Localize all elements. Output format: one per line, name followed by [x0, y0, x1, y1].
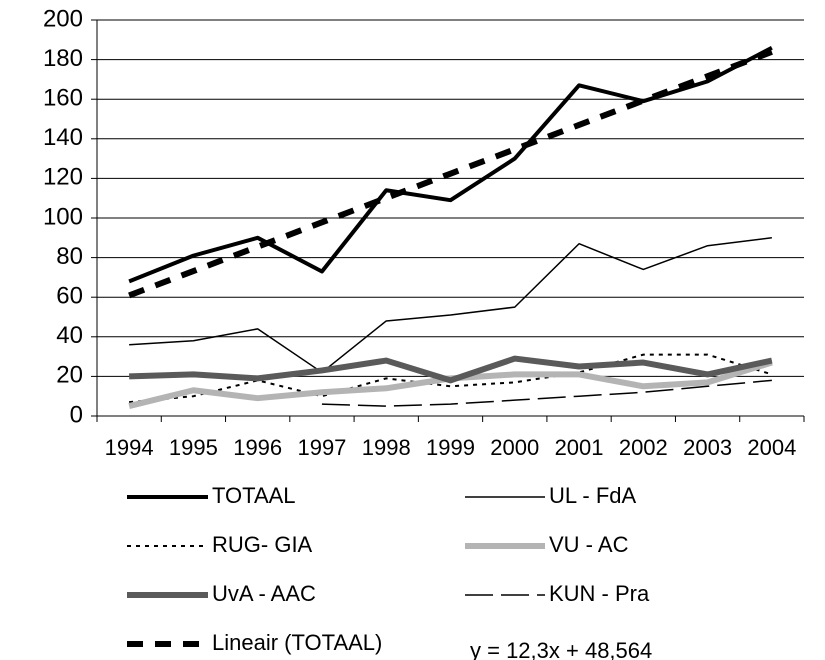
y-tick-label: 80	[56, 243, 83, 270]
y-tick-label: 120	[43, 164, 83, 191]
x-tick-label: 2004	[747, 435, 796, 460]
series-line	[128, 45, 773, 284]
legend-label: KUN - Pra	[549, 581, 650, 606]
y-tick-label: 20	[56, 362, 83, 389]
series-line	[129, 353, 773, 404]
y-tick-label: 60	[56, 283, 83, 310]
legend-label: Lineair (TOTAAL)	[212, 630, 382, 655]
x-tick-label: 1996	[233, 435, 282, 460]
y-tick-label: 100	[43, 203, 83, 230]
x-tick-label: 2000	[490, 435, 539, 460]
x-tick-label: 2001	[555, 435, 604, 460]
series-line	[321, 379, 772, 407]
x-tick-label: 1998	[362, 435, 411, 460]
legend-label: UvA - AAC	[212, 581, 316, 606]
x-tick-label: 1999	[426, 435, 475, 460]
x-tick-label: 2003	[683, 435, 732, 460]
series-line	[128, 49, 773, 299]
trend-equation: y = 12,3x + 48,564	[470, 638, 652, 660]
legend-label: TOTAAL	[212, 483, 296, 508]
y-tick-label: 180	[43, 45, 83, 72]
series-line	[129, 355, 773, 384]
legend-label: UL - FdA	[549, 483, 637, 508]
y-tick-label: 40	[56, 322, 83, 349]
x-tick-label: 1995	[169, 435, 218, 460]
y-tick-label: 0	[70, 401, 83, 428]
legend-label: VU - AC	[549, 532, 629, 557]
x-tick-label: 2002	[619, 435, 668, 460]
y-tick-label: 160	[43, 85, 83, 112]
x-tick-label: 1994	[105, 435, 154, 460]
x-tick-label: 1997	[297, 435, 346, 460]
series-line	[129, 237, 772, 374]
y-tick-label: 140	[43, 124, 83, 151]
legend-label: RUG- GIA	[212, 532, 313, 557]
y-tick-label: 200	[43, 5, 83, 32]
